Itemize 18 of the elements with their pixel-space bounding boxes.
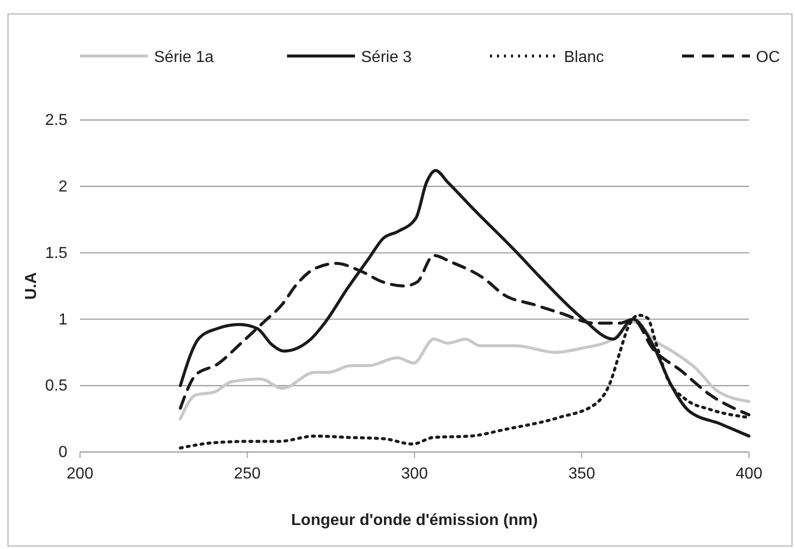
x-tick-label: 250 <box>234 466 261 483</box>
legend-label: Blanc <box>564 49 604 66</box>
y-tick-label: 1 <box>58 311 68 328</box>
x-tick-label: 200 <box>66 466 94 483</box>
y-tick-label: 1.5 <box>45 244 68 262</box>
y-tick-label: 2.5 <box>45 112 68 130</box>
x-tick-label: 350 <box>568 466 596 483</box>
x-tick-label: 300 <box>401 466 428 483</box>
legend-label: Série 3 <box>361 49 412 66</box>
y-axis-title: U.A <box>23 272 40 300</box>
legend-label: Série 1a <box>154 49 214 66</box>
line-series <box>178 320 750 420</box>
y-tick-label: 2 <box>58 178 68 196</box>
legend-label: OC <box>756 49 780 66</box>
x-axis-title: Longeur d'onde d'émission (nm) <box>291 512 538 529</box>
y-tick-label: 0.5 <box>45 378 68 395</box>
y-tick-label: 0 <box>58 444 68 462</box>
x-tick-label: 400 <box>736 466 762 483</box>
